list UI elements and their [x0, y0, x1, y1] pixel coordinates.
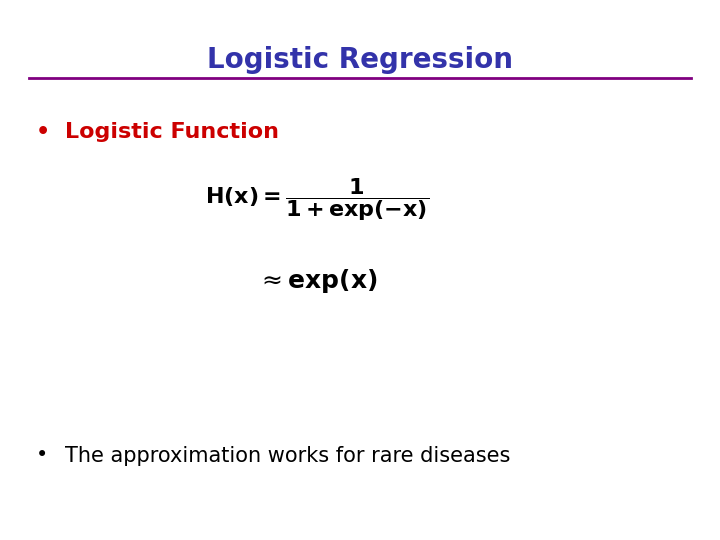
- Text: The approximation works for rare diseases: The approximation works for rare disease…: [65, 446, 510, 465]
- Text: •: •: [36, 446, 48, 465]
- Text: Logistic Function: Logistic Function: [65, 122, 279, 141]
- Text: Logistic Regression: Logistic Regression: [207, 46, 513, 74]
- Text: •: •: [36, 122, 50, 141]
- Text: $\mathbf{H(x) = \dfrac{1}{1+exp(-x)}}$: $\mathbf{H(x) = \dfrac{1}{1+exp(-x)}}$: [204, 177, 429, 223]
- Text: $\approx \mathbf{exp(x)}$: $\approx \mathbf{exp(x)}$: [256, 267, 377, 295]
